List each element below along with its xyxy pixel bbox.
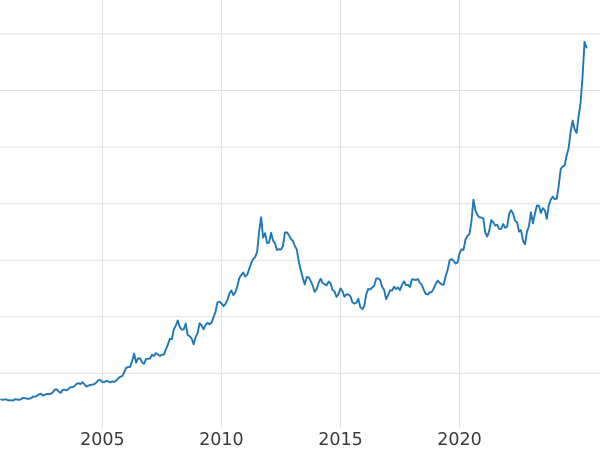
x-tick-label-2010: 2010 [199, 430, 244, 450]
price-line-series [0, 40, 588, 402]
x-tick-label-2015: 2015 [318, 430, 363, 450]
x-tick-label-2005: 2005 [80, 430, 125, 450]
x-tick-label-2020: 2020 [437, 430, 482, 450]
